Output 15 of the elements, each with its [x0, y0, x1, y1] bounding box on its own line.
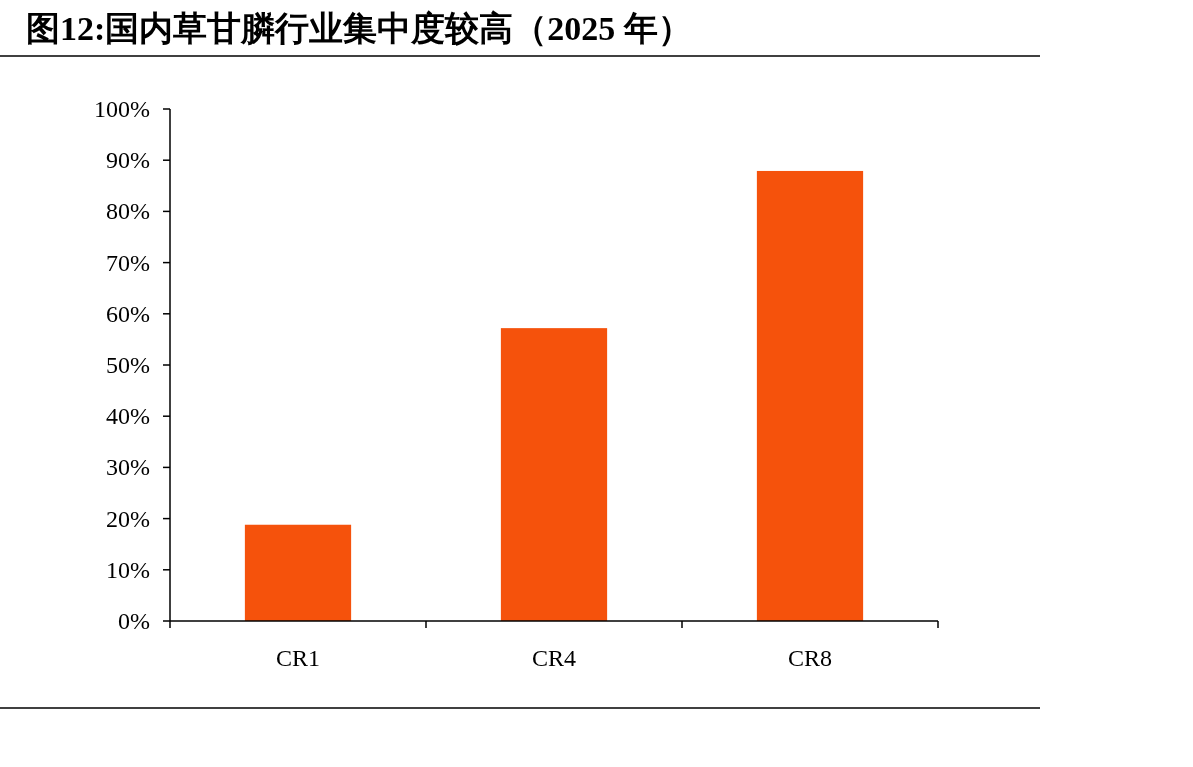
ytick: 90%: [106, 147, 150, 174]
ytick: 70%: [106, 249, 150, 276]
xtick: CR8: [788, 645, 832, 671]
xtick: CR1: [276, 645, 320, 671]
title: 图12:国内草甘膦行业集中度较高（2025 年）: [26, 10, 692, 47]
ytick: 100%: [94, 96, 150, 122]
ytick: 0%: [118, 608, 150, 634]
ytick: 60%: [106, 300, 150, 327]
ytick: 10%: [106, 556, 150, 583]
ytick: 50%: [106, 352, 150, 378]
ytick: 40%: [106, 403, 150, 430]
ytick: 20%: [106, 505, 150, 532]
xtick: CR4: [532, 645, 576, 671]
ytick: 80%: [106, 198, 150, 225]
ytick: 30%: [106, 454, 150, 481]
